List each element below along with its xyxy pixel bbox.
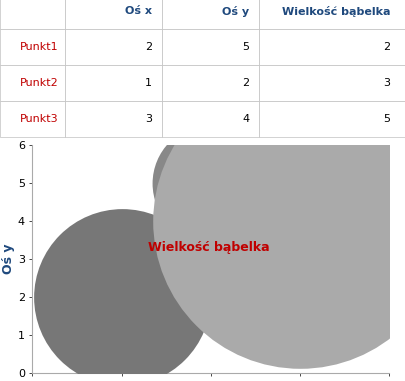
Point: [118, 294, 125, 300]
Text: Wielkość bąbelka: Wielkość bąbelka: [148, 241, 270, 254]
Y-axis label: Oś y: Oś y: [2, 244, 15, 274]
Point: [207, 180, 214, 186]
Point: [296, 218, 303, 224]
